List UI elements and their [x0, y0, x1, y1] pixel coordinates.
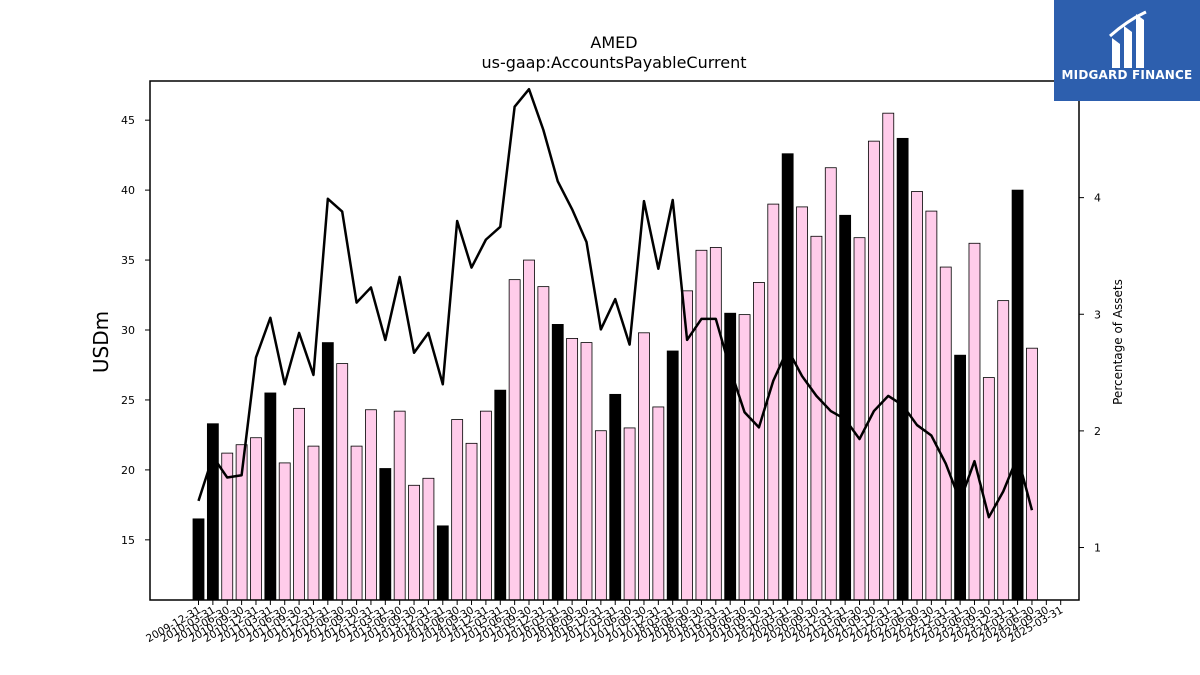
quarterly-bar	[350, 445, 363, 601]
chart-subtitle: us-gaap:AccountsPayableCurrent	[481, 53, 746, 72]
annual-bar	[781, 153, 794, 601]
percentage-line-series	[197, 87, 1034, 519]
quarterly-bar	[968, 242, 981, 601]
quarterly-bar	[882, 112, 895, 601]
quarterly-bar	[853, 237, 866, 601]
quarterly-bar	[221, 452, 234, 601]
y-tick-label: 20	[121, 464, 135, 477]
chart-title: AMED	[590, 33, 637, 52]
quarterly-bar	[422, 477, 435, 601]
annual-bar	[436, 525, 449, 601]
y-tick-label: 40	[121, 184, 135, 197]
annual-bar	[666, 350, 679, 601]
annual-bar	[206, 423, 219, 601]
quarterly-bar	[753, 282, 765, 601]
annual-bar	[264, 392, 277, 601]
quarterly-bar	[695, 249, 708, 601]
quarterly-bar	[580, 342, 593, 601]
y2-tick-label: 2	[1094, 425, 1101, 438]
quarterly-bar	[1026, 347, 1038, 601]
y-tick-label: 25	[121, 394, 135, 407]
y2-tick-label: 1	[1094, 542, 1101, 555]
quarterly-bar	[594, 430, 607, 601]
quarterly-bar	[523, 259, 535, 601]
annual-bar	[954, 354, 967, 601]
y2-axis-label: Percentage of Assets	[1111, 279, 1125, 405]
quarterly-bar	[465, 442, 478, 601]
right-y-axis: 1 2 3 4	[1079, 192, 1101, 555]
annual-bar	[896, 137, 909, 601]
quarterly-bar	[250, 437, 262, 601]
y-axis-label: USDm	[89, 311, 113, 373]
quarterly-bar	[767, 203, 780, 601]
quarterly-bar	[393, 410, 406, 601]
x-axis: 2009-12-312010-03-312010-06-302010-09-30…	[144, 600, 1065, 645]
quarterly-bar	[278, 462, 291, 601]
quarterly-bar	[508, 279, 521, 601]
brand-logo: MIDGARD FINANCE	[1054, 0, 1200, 101]
annual-bar	[379, 468, 392, 601]
plot-area-frame	[149, 80, 1080, 601]
quarterly-bar	[408, 484, 420, 601]
brand-name: MIDGARD FINANCE	[1061, 68, 1193, 82]
quarterly-bar	[638, 332, 650, 601]
quarterly-bar	[939, 266, 952, 601]
annual-bar	[839, 214, 852, 601]
quarterly-bar	[824, 167, 837, 601]
bars	[192, 112, 1038, 601]
quarterly-bar	[336, 363, 349, 601]
y-tick-label: 45	[121, 114, 135, 127]
quarterly-bar	[810, 235, 823, 601]
quarterly-bar	[307, 445, 320, 601]
quarterly-bar	[451, 419, 464, 601]
y-tick-label: 30	[121, 324, 135, 337]
quarterly-bar	[623, 427, 636, 601]
quarterly-bar	[982, 377, 995, 601]
quarterly-bar	[911, 191, 923, 601]
y-tick-label: 15	[121, 534, 135, 547]
midgard-m-logo-icon	[1109, 10, 1147, 68]
y-tick-label: 35	[121, 254, 135, 267]
annual-bar	[551, 324, 564, 601]
quarterly-bar	[365, 409, 377, 601]
annual-bar	[1011, 189, 1024, 601]
annual-bar	[609, 393, 622, 601]
quarterly-bar	[566, 337, 579, 601]
quarterly-bar	[709, 247, 722, 601]
quarterly-bar	[867, 140, 880, 601]
annual-bar	[192, 518, 205, 601]
y2-tick-label: 3	[1094, 308, 1101, 321]
left-y-axis: 15 20 25 30 35 40 45	[121, 114, 150, 547]
annual-bar	[494, 389, 507, 601]
quarterly-bar	[925, 210, 938, 601]
quarterly-bar	[479, 410, 492, 601]
percentage-of-assets-line	[197, 87, 1034, 519]
quarterly-bar	[537, 286, 550, 601]
quarterly-bar	[652, 406, 665, 601]
quarterly-bar	[796, 206, 808, 601]
quarterly-bar	[738, 314, 751, 601]
quarterly-bar	[293, 407, 305, 601]
y2-tick-label: 4	[1094, 192, 1101, 205]
quarterly-bar	[997, 300, 1010, 601]
annual-bar	[321, 342, 334, 601]
